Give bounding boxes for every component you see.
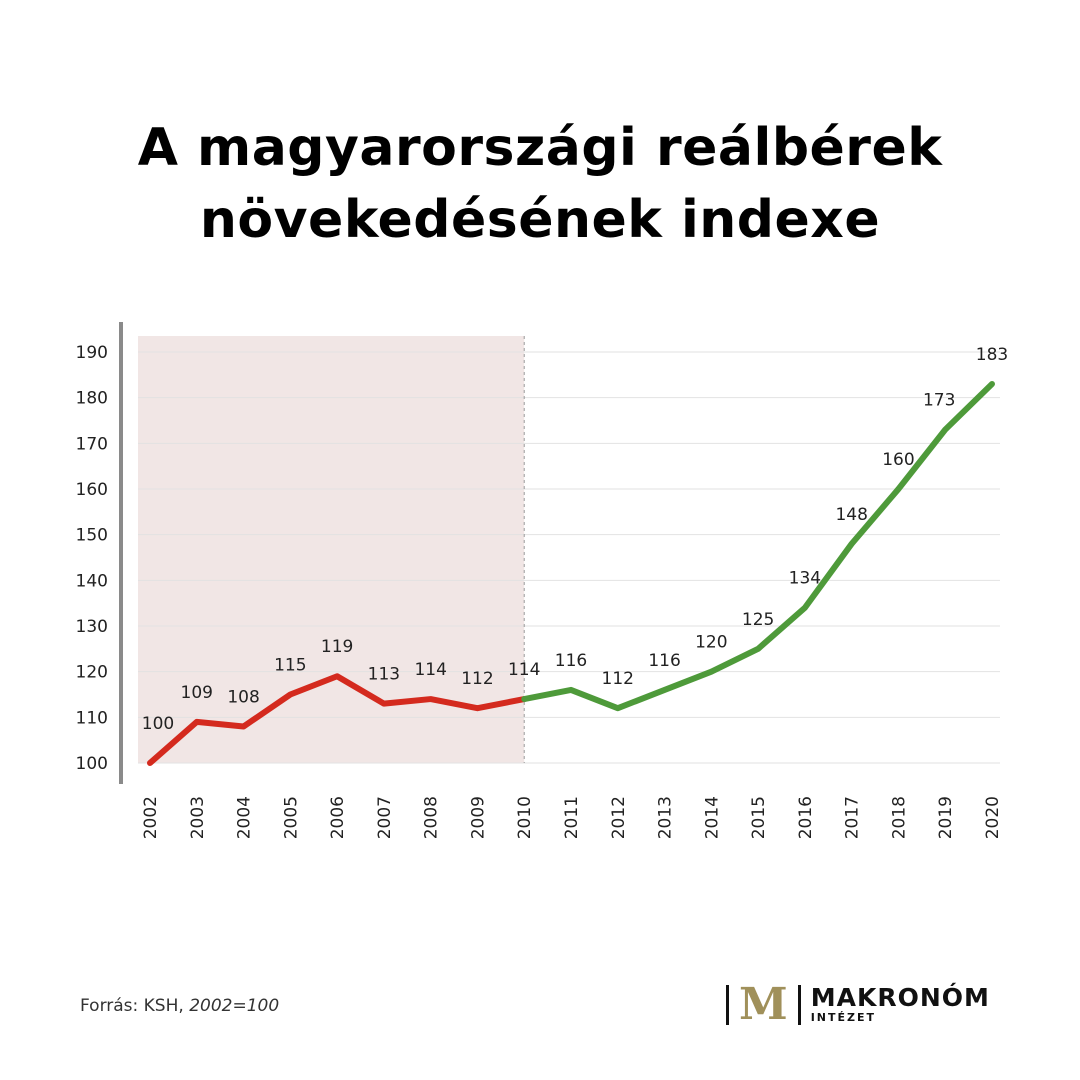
y-tick-110: 110 [76,708,108,728]
data-label-2003: 109 [181,683,213,703]
x-tick-2018: 2018 [889,796,909,839]
chart-title-line-1: A magyarországi reálbérek [137,118,943,178]
x-tick-2007: 2007 [375,796,395,839]
y-tick-labels: 100 110 120 130 140 150 160 170 180 190 [76,343,108,774]
data-label-2012: 112 [602,669,634,689]
series-line-2010-2020 [521,380,995,712]
x-tick-2011: 2011 [562,796,582,839]
x-tick-2017: 2017 [843,796,863,839]
data-label-2008: 114 [414,660,446,680]
chart-title-line-2: növekedésének indexe [199,190,881,250]
source-note: Forrás: KSH, 2002=100 [80,996,279,1016]
logo-wordmark: MAKRONÓM INTÉZET [811,985,990,1025]
y-tick-170: 170 [76,434,108,454]
x-tick-2019: 2019 [936,796,956,839]
data-label-2017: 148 [835,505,867,525]
data-label-2019: 173 [923,391,955,411]
x-tick-2004: 2004 [235,796,255,839]
y-tick-120: 120 [76,663,108,683]
x-tick-2009: 2009 [468,796,488,839]
data-label-2010: 114 [508,660,540,680]
data-label-2015: 125 [742,610,774,630]
logo-subtitle: INTÉZET [810,1011,877,1024]
x-tick-2015: 2015 [749,796,769,839]
data-label-2020: 183 [976,345,1008,365]
x-tick-2013: 2013 [656,796,676,839]
makronom-logo: M MAKRONÓM INTÉZET [726,979,990,1030]
data-label-2004: 108 [227,687,259,707]
y-tick-100: 100 [76,754,108,774]
data-label-2016: 134 [789,569,821,589]
gridlines [138,351,1000,764]
data-label-2014: 120 [695,633,727,653]
y-tick-190: 190 [76,343,108,363]
chart-title: A magyarországi reálbérek növekedésének … [0,112,1080,256]
x-tick-2003: 2003 [188,796,208,839]
x-tick-labels: 2002 2003 2004 2005 2006 2007 2008 2009 2010 2011… [141,796,1003,839]
highlight-region-2002-2010 [138,336,525,763]
data-label-2007: 113 [368,665,400,685]
x-tick-2002: 2002 [141,796,161,839]
data-label-2018: 160 [882,450,914,470]
logo-name: MAKRONÓM [810,983,990,1012]
y-tick-130: 130 [76,617,108,637]
x-tick-2006: 2006 [328,796,348,839]
data-label-2013: 116 [648,651,680,671]
x-tick-2016: 2016 [796,796,816,839]
logo-mark: M [739,979,788,1030]
logo-divider-right [797,985,801,1025]
base-year-note: 2002=100 [189,996,280,1016]
y-tick-160: 160 [76,480,108,500]
source-label: Forrás: KSH, [80,996,184,1016]
data-labels: 100 109 108 115 119 113 114 112 114 116 112 116 120 1… [142,345,1008,734]
data-label-2009: 112 [461,669,493,689]
x-tick-2012: 2012 [609,796,629,839]
logo-divider-left [726,985,729,1025]
x-tick-2005: 2005 [281,796,301,839]
y-tick-140: 140 [76,571,108,591]
x-tick-2020: 2020 [983,796,1003,839]
data-label-2006: 119 [321,637,353,657]
x-tick-2014: 2014 [702,796,722,839]
x-tick-2010: 2010 [515,796,535,839]
x-tick-2008: 2008 [422,796,442,839]
data-label-2002: 100 [142,714,174,734]
data-label-2011: 116 [555,651,587,671]
y-tick-180: 180 [76,389,108,409]
series-line-2002-2010 [147,673,528,766]
data-label-2005: 115 [274,656,306,676]
series-lines [147,380,995,766]
y-tick-150: 150 [76,526,108,546]
